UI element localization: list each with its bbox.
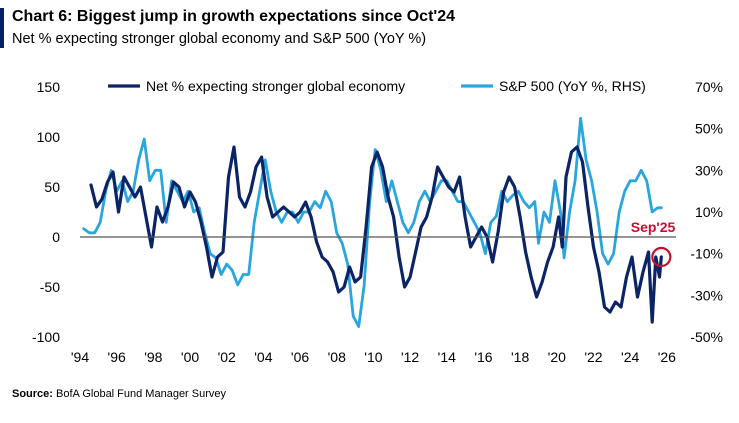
legend-item: Net % expecting stronger global economy [108, 78, 405, 94]
x-tick-label: '20 [548, 349, 566, 365]
title-accent-bar [0, 8, 4, 48]
y-left-tick-label: 50 [44, 179, 60, 195]
x-tick-label: '10 [364, 349, 382, 365]
y-right-tick-label: -30% [690, 287, 723, 303]
plot-area [82, 116, 663, 329]
annotation-label: Sep'25 [631, 219, 676, 235]
x-tick-label: '06 [291, 349, 309, 365]
x-tick-label: '18 [511, 349, 529, 365]
source-label: Source: [12, 388, 53, 400]
y-left-tick-label: 100 [37, 129, 61, 145]
legend: Net % expecting stronger global economy S… [108, 78, 646, 94]
y-right-tick-label: -50% [690, 329, 723, 345]
x-tick-label: '08 [328, 349, 346, 365]
x-tick-label: '04 [254, 349, 272, 365]
annotation: Sep'25 [631, 219, 676, 268]
y-left-tick-label: -100 [32, 329, 60, 345]
source-note: Source: BofA Global Fund Manager Survey [12, 388, 226, 400]
y-left-tick-label: 0 [52, 229, 60, 245]
legend-label: Net % expecting stronger global economy [146, 78, 405, 94]
chart-title: Chart 6: Biggest jump in growth expectat… [12, 8, 455, 25]
y-right-tick-label: 30% [695, 162, 723, 178]
source-text: BofA Global Fund Manager Survey [56, 388, 227, 400]
x-tick-label: '02 [218, 349, 236, 365]
annotation-circle [651, 246, 672, 268]
axes: -100 -50 0 50 100 150 -50% -30% -10% 10% 30% 50% 70%… [32, 79, 723, 365]
series-line-growth-expectations [89, 145, 663, 324]
x-tick-label: '24 [621, 349, 639, 365]
y-left-tick-label: 150 [37, 79, 61, 95]
x-tick-label: '16 [474, 349, 492, 365]
y-right-tick-label: 50% [695, 121, 723, 137]
x-tick-label: '00 [181, 349, 199, 365]
chart-subtitle: Net % expecting stronger global economy … [12, 31, 427, 47]
x-tick-label: '12 [401, 349, 419, 365]
chart-canvas: -100 -50 0 50 100 150 -50% -30% -10% 10% 30% 50% 70%… [32, 78, 723, 365]
x-tick-label: '14 [438, 349, 456, 365]
y-right-tick-label: -10% [690, 246, 723, 262]
x-tick-label: '22 [584, 349, 602, 365]
x-tick-label: '98 [144, 349, 162, 365]
y-left-tick-label: -50 [40, 279, 60, 295]
legend-item: S&P 500 (YoY %, RHS) [461, 78, 646, 94]
x-tick-label: '94 [71, 349, 89, 365]
y-right-tick-label: 70% [695, 79, 723, 95]
x-tick-label: '26 [658, 349, 676, 365]
y-right-tick-label: 10% [695, 204, 723, 220]
x-tick-label: '96 [108, 349, 126, 365]
legend-label: S&P 500 (YoY %, RHS) [499, 78, 646, 94]
